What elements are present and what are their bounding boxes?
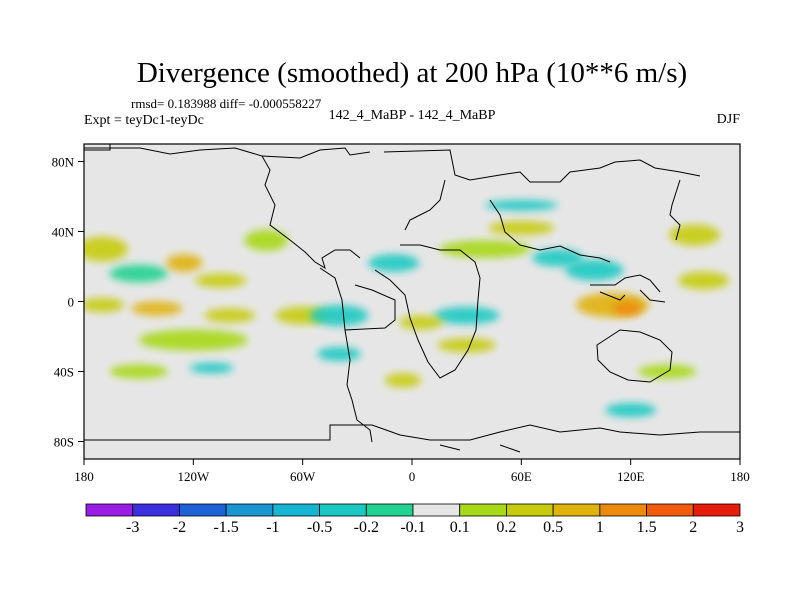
chart-title: Divergence (smoothed) at 200 hPa (10**6 …: [137, 57, 687, 89]
anomaly-8: [204, 308, 256, 323]
anomaly-23: [668, 224, 720, 246]
anomaly-3: [166, 254, 203, 272]
colorbar-label-9: 0.2: [496, 519, 516, 536]
coastline-north-america: [84, 144, 371, 270]
colorbar-swatch-1: [85, 503, 134, 517]
colorbar-label-10: 0.5: [543, 519, 563, 536]
anomaly-9: [109, 364, 168, 379]
anomaly-2: [109, 264, 168, 283]
colorbar-swatch-14: [692, 503, 741, 517]
anomaly-14: [368, 254, 420, 272]
colorbar: -3 -2 -1.5 -1 -0.5 -0.2 -0.1 0.1 0.2 0.5 1 1.5 2 3: [85, 503, 744, 536]
colorbar-swatch-8: [412, 503, 461, 517]
anomaly-7: [138, 329, 248, 351]
colorbar-label-7: -0.1: [400, 519, 425, 536]
x-tick-label-1: 180: [74, 469, 94, 484]
anomaly-29: [484, 200, 558, 211]
colorbar-label-2: -2: [173, 519, 186, 536]
anomaly-6: [131, 301, 183, 316]
stats-label: rmsd= 0.183988 diff= -0.000558227: [131, 96, 322, 111]
x-tick-label-2: 120W: [177, 469, 210, 484]
anomaly-layer: [84, 200, 730, 417]
anomaly-4: [195, 273, 247, 288]
coastline-australia: [596, 329, 673, 383]
coastline-maritime: [590, 274, 666, 303]
anomaly-10: [189, 362, 234, 374]
colorbar-label-13: 2: [689, 519, 697, 536]
anomaly-19: [565, 259, 624, 281]
colorbar-label-12: 1.5: [637, 519, 657, 536]
colorbar-swatch-13: [646, 503, 694, 517]
x-tick-label-6: 120E: [617, 469, 645, 484]
colorbar-swatch-9: [459, 503, 507, 517]
season-label: DJF: [717, 112, 741, 127]
colorbar-swatch-11: [552, 503, 601, 517]
anomaly-1: [84, 236, 128, 262]
y-tick-label-4: 40S: [54, 365, 74, 380]
anomaly-15: [433, 306, 500, 325]
anomaly-28: [437, 338, 496, 353]
x-tick-label-5: 60E: [511, 469, 532, 484]
anomaly-30: [317, 347, 361, 361]
colorbar-swatch-4: [225, 503, 274, 517]
x-tick-label-4: 0: [409, 469, 416, 484]
anomaly-16: [439, 240, 531, 258]
coastline-outlines: [84, 144, 740, 453]
y-tick-label-1: 80N: [52, 155, 75, 170]
x-tick-label-3: 60W: [290, 469, 316, 484]
anomaly-18: [532, 249, 584, 267]
anomaly-11: [244, 229, 289, 251]
colorbar-label-8: 0.1: [450, 519, 470, 536]
y-tick-label-5: 80S: [54, 435, 74, 450]
experiment-label: Expt = teyDc1-teyDc: [84, 113, 204, 128]
colorbar-swatch-12: [599, 503, 647, 517]
colorbar-label-1: -3: [126, 519, 139, 536]
anomaly-22: [678, 271, 730, 290]
y-tick-label-2: 40N: [52, 225, 75, 240]
y-tick-label-3: 0: [68, 295, 75, 310]
colorbar-label-5: -0.5: [307, 519, 332, 536]
colorbar-label-11: 1: [596, 519, 604, 536]
colorbar-label-4: -1: [266, 519, 279, 536]
colorbar-swatch-7: [365, 503, 414, 517]
colorbar-swatch-6: [319, 503, 367, 517]
anomaly-27: [384, 373, 422, 388]
colorbar-label-14: 3: [736, 519, 744, 536]
x-axis: 180 120W 60W 0 60E 120E 180: [74, 459, 750, 484]
x-tick-label-7: 180: [730, 469, 750, 484]
anomaly-13: [309, 305, 369, 326]
case-label: 142_4_MaBP - 142_4_MaBP: [329, 108, 496, 123]
anomaly-5: [84, 298, 125, 312]
coastline-antarctica: [84, 424, 740, 453]
anomaly-24: [488, 221, 555, 235]
colorbar-swatch-5: [272, 503, 320, 517]
coastline-africa: [374, 244, 481, 379]
coastline-eurasia: [383, 149, 701, 263]
colorbar-label-3: -1.5: [213, 519, 238, 536]
anomaly-21: [612, 301, 642, 316]
anomaly-17: [399, 315, 443, 330]
y-axis: 80N 40N 0 40S 80S: [52, 155, 84, 450]
colorbar-swatch-2: [132, 503, 180, 517]
colorbar-label-6: -0.2: [354, 519, 379, 536]
colorbar-swatch-10: [506, 503, 554, 517]
colorbar-swatch-3: [179, 503, 227, 517]
anomaly-26: [605, 403, 657, 417]
